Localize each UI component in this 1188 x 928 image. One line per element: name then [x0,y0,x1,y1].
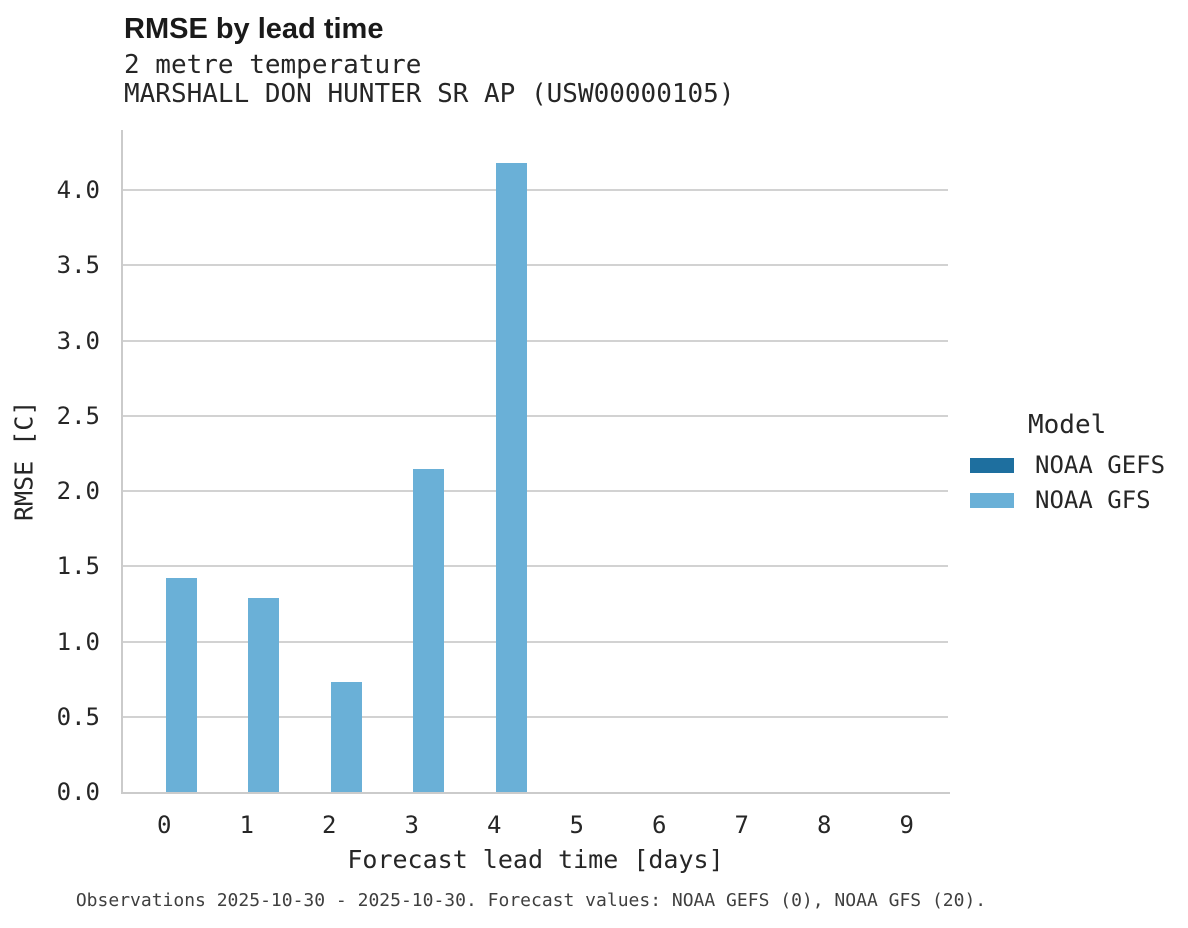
plot-area [121,130,950,794]
y-tick-1.5: 1.5 [56,552,100,581]
x-axis-label: Forecast lead time [days] [347,845,724,874]
y-tick-2.5: 2.5 [56,401,100,430]
bar-noaa-gfs-day-0 [165,578,197,792]
chart-subtitle-variable: 2 metre temperature [124,50,422,80]
gridline-y-0.5 [123,715,948,718]
y-tick-2.0: 2.0 [56,477,100,506]
x-axis-spine [121,792,950,794]
gridline-y-3.0 [123,339,948,342]
legend-swatch-noaa-gfs [970,492,1014,508]
chart-title: RMSE by lead time [124,13,384,45]
x-tick-7: 7 [734,811,749,839]
x-tick-2: 2 [322,811,337,839]
legend-item-noaa-gefs: NOAA GEFS [965,451,1166,479]
y-tick-0.0: 0.0 [56,778,100,806]
bar-noaa-gfs-day-2 [330,682,362,792]
gridline-y-2.5 [123,414,948,417]
chart-subtitle-station: MARSHALL DON HUNTER SR AP (USW00000105) [124,79,735,109]
x-tick-5: 5 [569,811,584,839]
gridline-y-3.5 [123,264,948,267]
x-tick-6: 6 [652,811,667,839]
x-tick-9: 9 [899,811,914,839]
x-tick-8: 8 [817,811,832,839]
y-tick-3.0: 3.0 [56,326,100,355]
legend-label-noaa-gfs: NOAA GFS [1035,486,1151,514]
y-axis-tick-labels: 0.0 0.5 1.0 1.5 2.0 2.5 3.0 3.5 4.0 [0,130,100,806]
legend-item-noaa-gfs: NOAA GFS [965,486,1165,514]
x-tick-1: 1 [239,811,254,839]
bar-noaa-gfs-day-1 [248,597,280,792]
y-tick-0.5: 0.5 [56,702,100,731]
legend-label-noaa-gefs: NOAA GEFS [1035,451,1166,479]
x-tick-3: 3 [404,811,419,839]
legend-title: Model [1028,410,1107,440]
title-block: RMSE by lead time 2 metre temperature MA… [124,12,734,109]
gridline-y-4.0 [123,189,948,192]
x-tick-4: 4 [487,811,502,839]
bar-noaa-gfs-day-4 [495,163,527,792]
y-tick-3.5: 3.5 [56,251,100,280]
y-tick-4.0: 4.0 [56,176,100,205]
footer-caption: Observations 2025-10-30 - 2025-10-30. Fo… [75,890,987,911]
gridline-y-1.5 [123,565,948,568]
y-tick-1.0: 1.0 [56,627,100,656]
y-axis-spine [121,130,123,794]
legend: Model NOAA GEFS NOAA GFS [965,410,1166,514]
bar-noaa-gfs-day-3 [413,468,445,792]
legend-swatch-noaa-gefs [970,457,1014,473]
gridline-y-2.0 [123,490,948,493]
gridline-y-1.0 [123,640,948,643]
x-axis-tick-labels: 0 1 2 3 4 5 6 7 8 9 [123,811,948,841]
x-tick-0: 0 [157,811,172,839]
